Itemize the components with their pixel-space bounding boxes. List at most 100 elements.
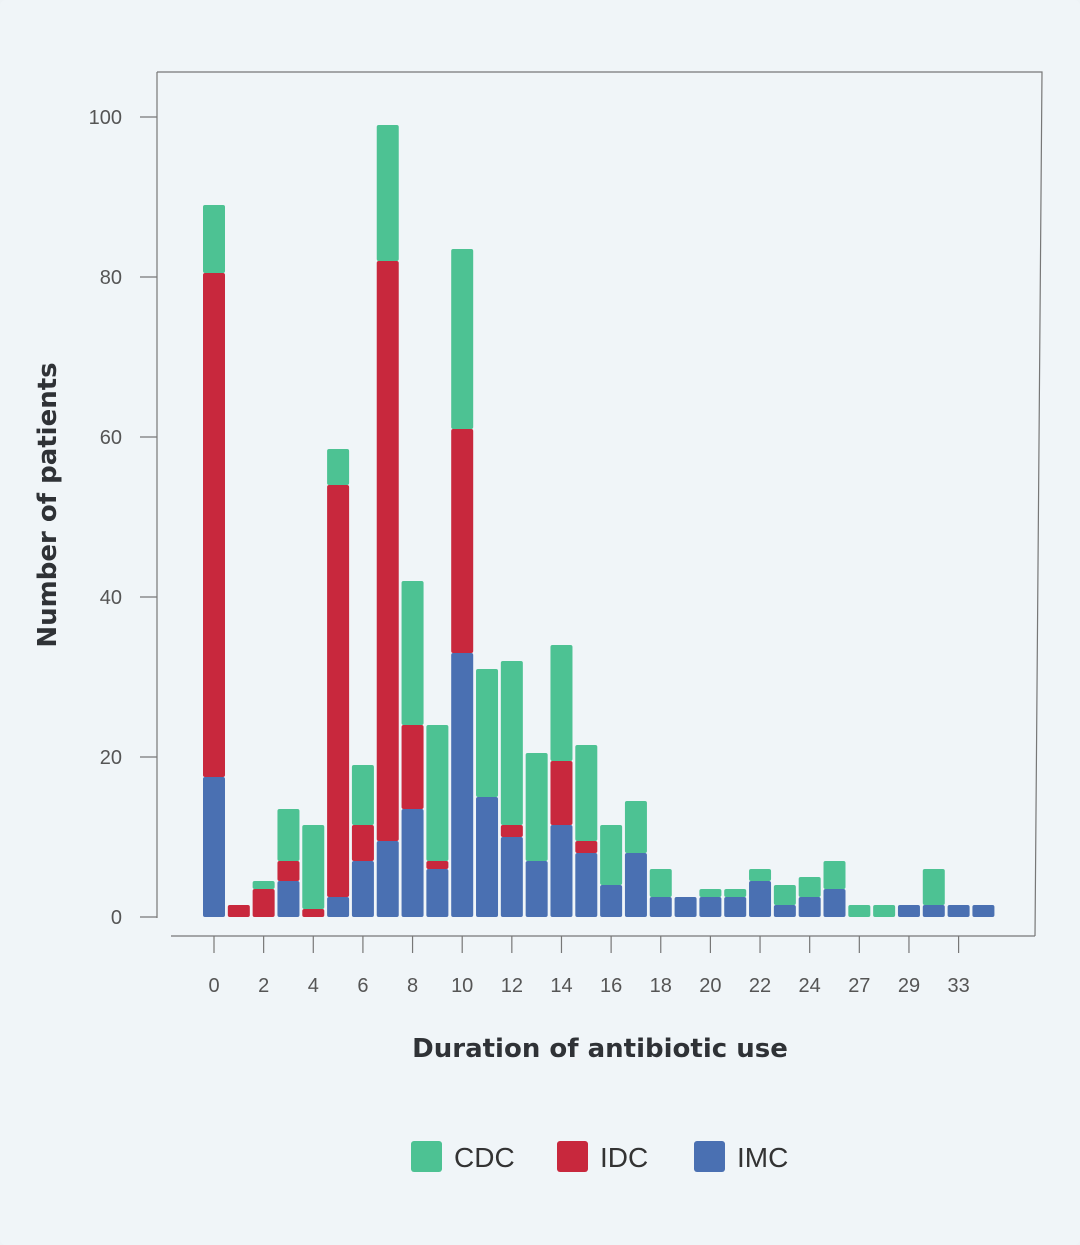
bar-idc	[203, 273, 225, 777]
bar-idc	[376, 261, 399, 841]
bar-cdc	[724, 889, 747, 897]
bar-imc	[376, 841, 399, 917]
legend-label-cdc: CDC	[454, 1142, 515, 1173]
bar-cdc	[575, 745, 598, 841]
x-tick-label: 6	[357, 975, 368, 997]
x-tick-label: 8	[407, 975, 418, 997]
bar-cdc	[252, 881, 275, 889]
bar-imc	[922, 905, 945, 917]
legend-label-imc: IMC	[737, 1142, 788, 1173]
bar-imc	[476, 797, 499, 917]
bar-imc	[699, 897, 722, 917]
bar-imc	[500, 837, 523, 917]
bar-imc	[426, 869, 449, 917]
bar-cdc	[848, 905, 871, 917]
bar-imc	[600, 885, 623, 917]
bar-imc	[823, 889, 846, 917]
bar-cdc	[401, 581, 424, 725]
bar-imc	[972, 905, 995, 917]
bar-cdc	[351, 765, 374, 825]
bar-cdc	[451, 249, 474, 429]
x-tick-label: 18	[650, 975, 672, 997]
bar-imc	[749, 881, 772, 917]
bar-cdc	[426, 725, 449, 861]
x-tick-label: 16	[600, 975, 622, 997]
bar-imc	[277, 881, 300, 917]
y-axis-title: Number of patients	[33, 362, 63, 647]
bar-idc	[550, 761, 573, 825]
bar-cdc	[798, 877, 821, 897]
bar-cdc	[327, 449, 350, 485]
bar-imc	[525, 861, 548, 917]
bar-idc	[451, 429, 474, 653]
bar-imc	[724, 897, 747, 917]
plot-frame	[157, 71, 1043, 937]
y-tick-label: 60	[100, 427, 122, 449]
bar-imc	[624, 853, 647, 917]
bar-idc	[351, 825, 374, 861]
x-tick-label: 29	[898, 975, 920, 997]
bar-imc	[550, 825, 573, 917]
bar-idc	[500, 825, 523, 837]
bar-idc	[401, 725, 424, 809]
x-tick-label: 20	[699, 975, 721, 997]
bar-cdc	[277, 809, 300, 861]
bar-imc	[351, 861, 374, 917]
bar-idc	[302, 909, 325, 917]
bar-idc	[575, 841, 598, 853]
bar-cdc	[302, 825, 325, 909]
bar-cdc	[600, 825, 623, 885]
x-tick-label: 10	[451, 975, 473, 997]
bar-imc	[798, 897, 821, 917]
y-tick-label: 20	[100, 747, 122, 769]
x-tick-label: 0	[208, 975, 219, 997]
bar-imc	[575, 853, 598, 917]
bar-cdc	[873, 905, 896, 917]
bar-imc	[674, 897, 697, 917]
bar-idc	[426, 861, 449, 869]
bar-imc	[203, 777, 225, 917]
x-axis-title: Duration of antibiotic use	[412, 1034, 788, 1064]
bar-cdc	[699, 889, 722, 897]
bar-idc	[252, 889, 275, 917]
x-tick-label: 24	[799, 975, 821, 997]
x-tick-label: 33	[947, 975, 969, 997]
y-tick-label: 0	[111, 907, 122, 929]
x-tick-label: 27	[848, 975, 870, 997]
bar-idc	[227, 905, 250, 917]
bar-cdc	[476, 669, 499, 797]
bar-imc	[947, 905, 970, 917]
bar-cdc	[823, 861, 846, 889]
bar-cdc	[550, 645, 573, 761]
legend-swatch-cdc	[411, 1141, 442, 1172]
bar-cdc	[525, 753, 548, 861]
bar-idc	[277, 861, 300, 881]
y-tick-label: 100	[89, 107, 122, 129]
legend-swatch-idc	[557, 1141, 588, 1172]
x-tick-label: 14	[550, 975, 572, 997]
bar-cdc	[624, 801, 647, 853]
legend-label-idc: IDC	[600, 1142, 648, 1173]
bar-cdc	[749, 869, 772, 881]
bar-imc	[401, 809, 424, 917]
y-tick-label: 80	[100, 267, 122, 289]
bar-idc	[327, 485, 350, 897]
bar-cdc	[922, 869, 945, 905]
bar-cdc	[500, 661, 523, 825]
bar-imc	[897, 905, 920, 917]
bar-imc	[649, 897, 672, 917]
legend-swatch-imc	[694, 1141, 725, 1172]
x-tick-label: 22	[749, 975, 771, 997]
x-tick-label: 12	[501, 975, 523, 997]
x-tick-label: 4	[308, 975, 319, 997]
y-tick-label: 40	[100, 587, 122, 609]
bar-cdc	[203, 205, 225, 273]
bar-cdc	[773, 885, 796, 905]
bar-imc	[451, 653, 474, 917]
bar-imc	[773, 905, 796, 917]
bar-cdc	[649, 869, 672, 897]
bar-cdc	[376, 125, 399, 261]
bar-imc	[327, 897, 350, 917]
